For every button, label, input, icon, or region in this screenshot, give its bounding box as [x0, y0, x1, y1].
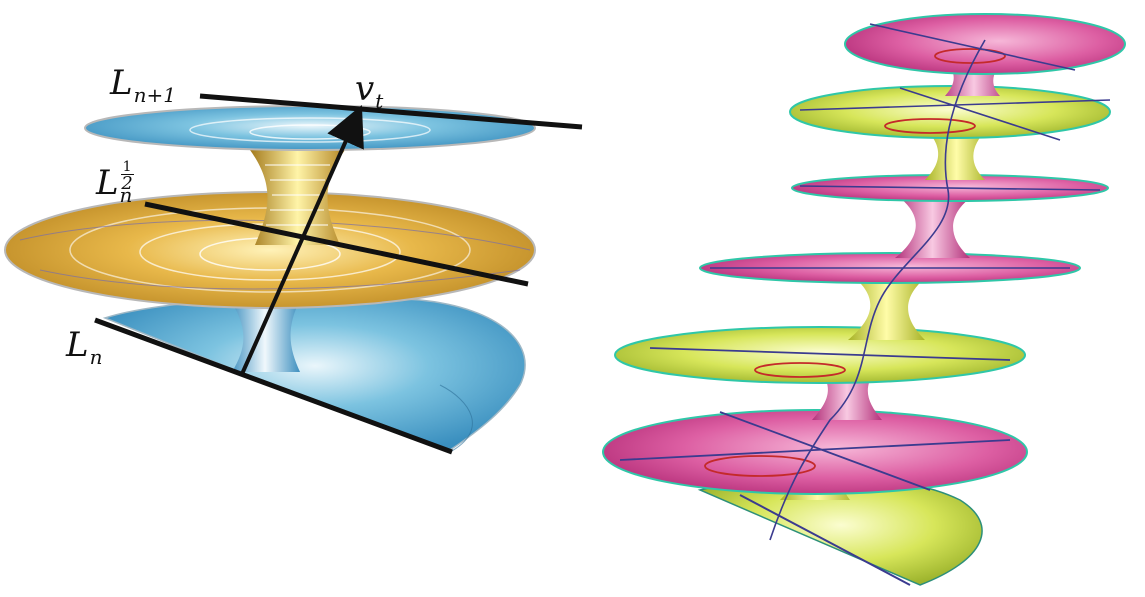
left-bottom-sheet [102, 296, 526, 451]
label-v-t: vt [355, 69, 384, 113]
label-l-n: Ln [66, 325, 103, 369]
left-top-disc [84, 105, 536, 151]
right-disc-2 [789, 85, 1111, 139]
left-helicoid [4, 93, 583, 455]
right-disc-6 [602, 409, 1028, 495]
line-l-half [144, 201, 529, 287]
right-disc-1 [844, 13, 1126, 75]
right-disc-5 [614, 326, 1026, 384]
right-helicoid [602, 13, 1126, 586]
vector-v-t [240, 105, 364, 375]
label-l-n-plus-1: Ln+1 [110, 63, 176, 107]
line-l-n1 [199, 93, 583, 130]
line-l-n [94, 317, 453, 455]
